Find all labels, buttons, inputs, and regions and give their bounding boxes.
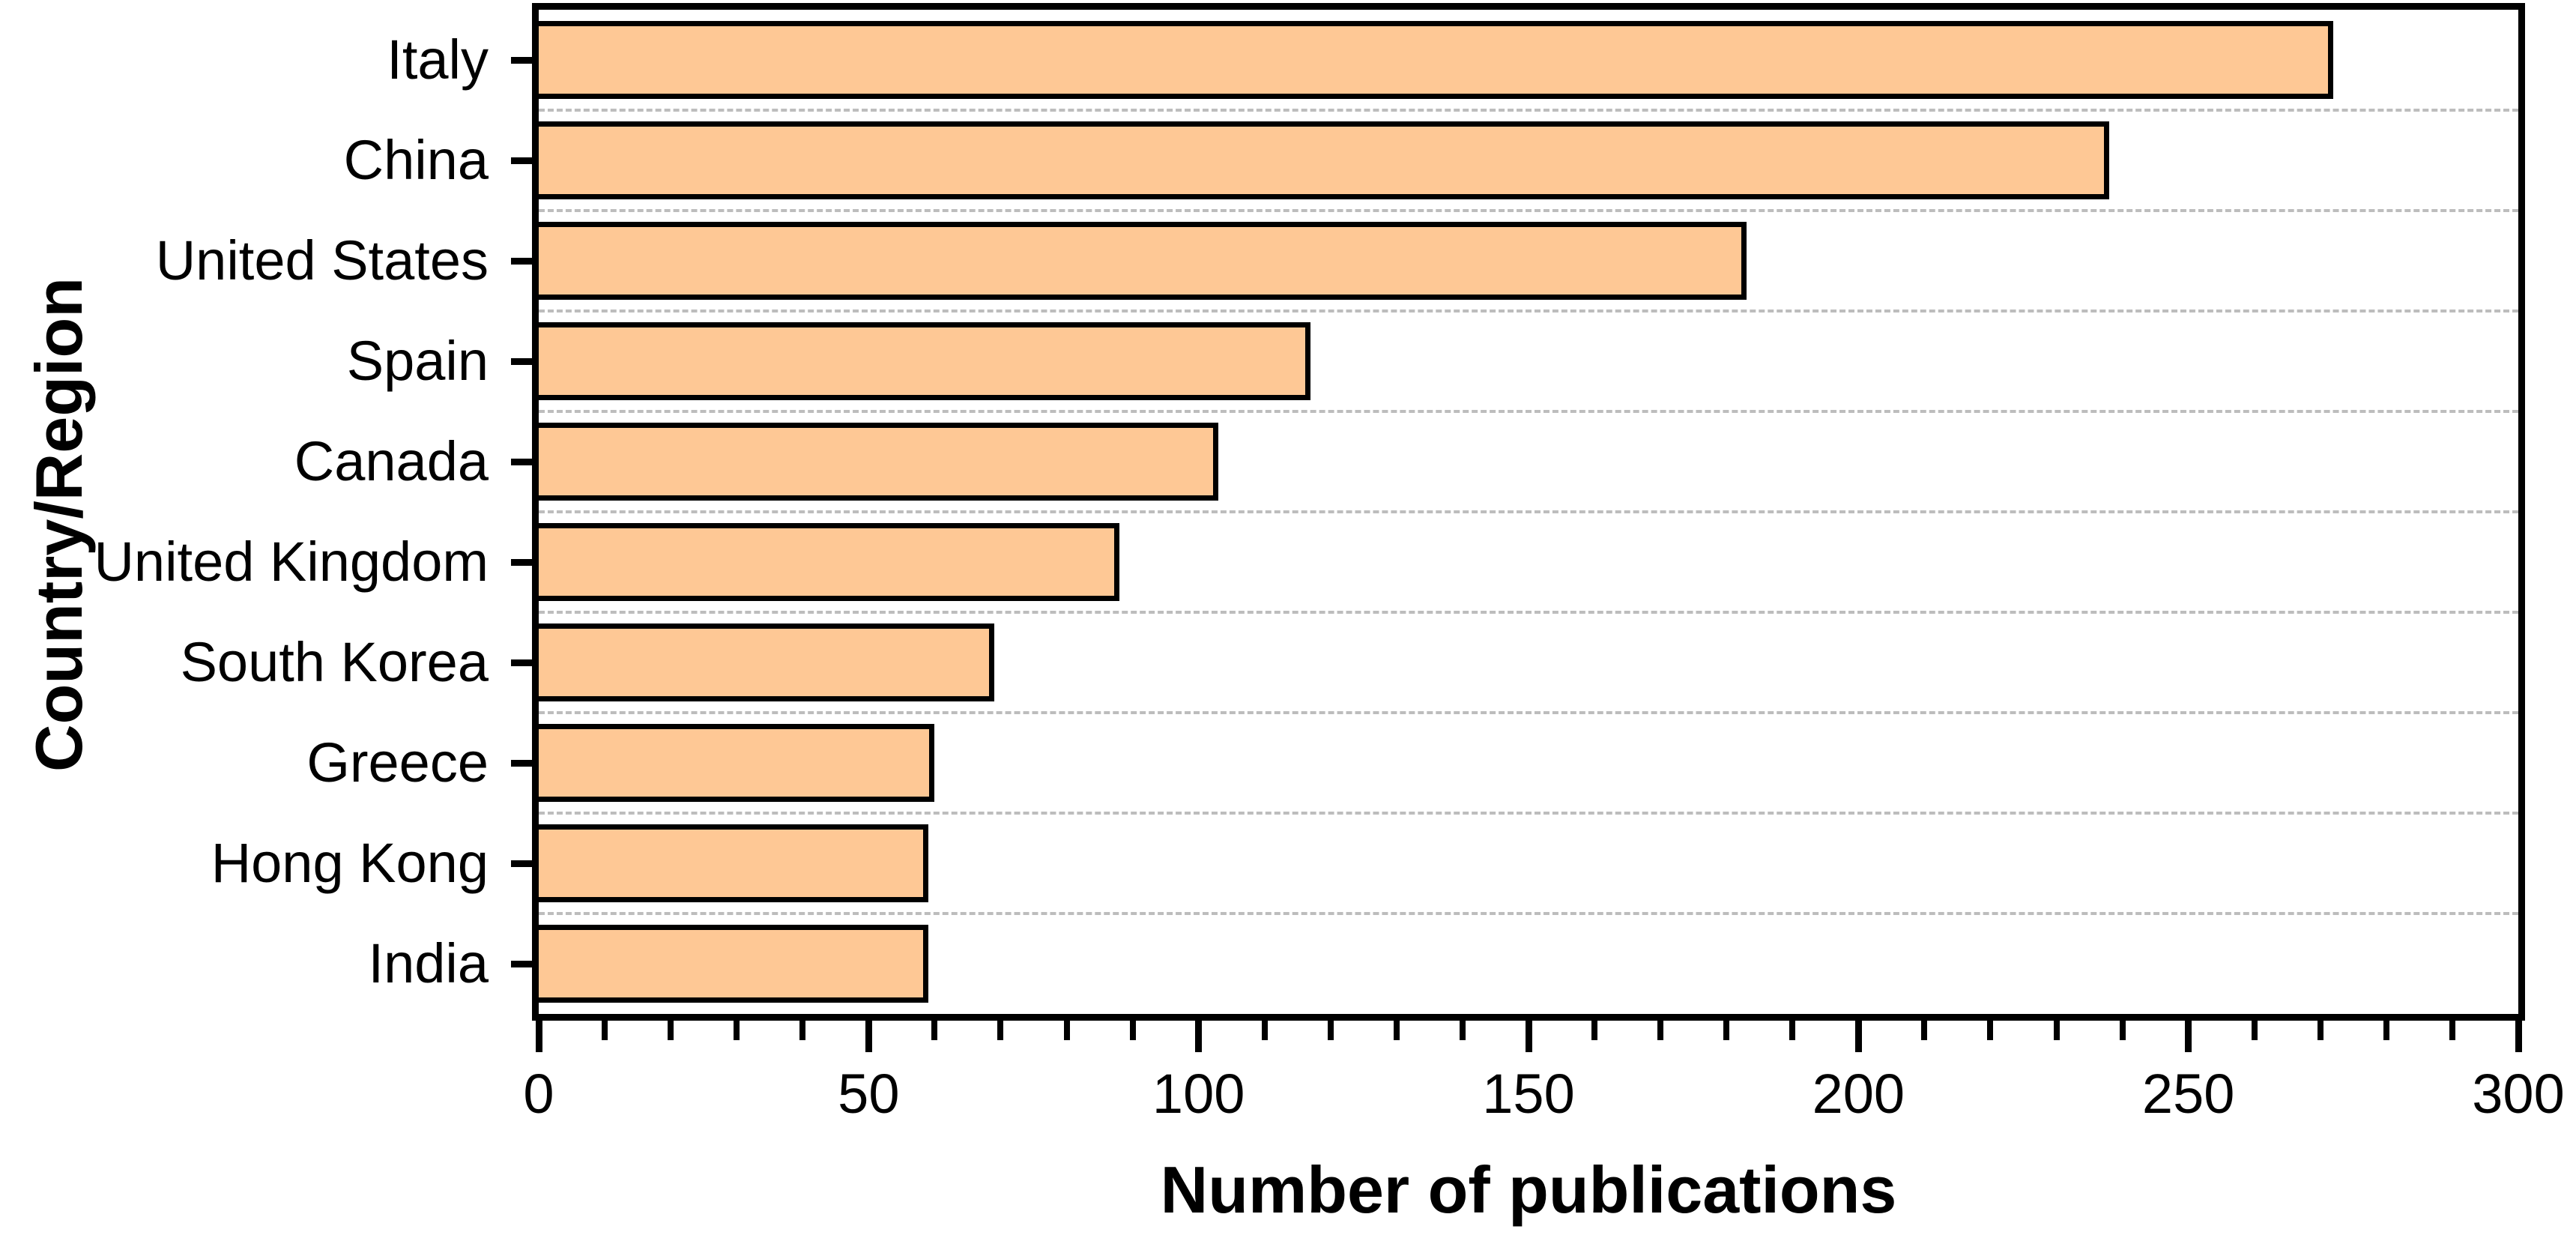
bar-united-kingdom <box>539 523 1119 601</box>
x-minor-tick <box>2449 1021 2455 1040</box>
category-label: Italy <box>387 28 489 91</box>
x-minor-tick <box>2251 1021 2258 1040</box>
y-tick <box>511 459 532 465</box>
gridline <box>539 510 2518 513</box>
x-minor-tick <box>2317 1021 2323 1040</box>
x-tick-label: 0 <box>523 1063 554 1125</box>
gridline <box>539 812 2518 815</box>
category-label: United Kingdom <box>94 531 489 593</box>
bar-row <box>511 813 2518 914</box>
bar-row <box>511 211 2518 311</box>
x-tick-label: 300 <box>2472 1063 2565 1125</box>
category-label: India <box>368 932 489 994</box>
x-axis-title: Number of publications <box>1160 1153 1897 1227</box>
x-minor-tick <box>1261 1021 1268 1040</box>
x-minor-tick <box>1591 1021 1598 1040</box>
y-tick <box>511 860 532 867</box>
gridline <box>539 310 2518 312</box>
x-minor-tick <box>668 1021 674 1040</box>
bar-italy <box>539 21 2333 99</box>
bar-row <box>511 512 2518 612</box>
x-minor-tick <box>2053 1021 2060 1040</box>
x-minor-tick <box>1987 1021 1994 1040</box>
y-tick <box>511 559 532 566</box>
x-tick-label: 100 <box>1152 1063 1245 1125</box>
x-minor-tick <box>799 1021 806 1040</box>
bar-row <box>511 411 2518 512</box>
x-major-tick <box>1525 1021 1532 1052</box>
category-label: United States <box>155 229 489 292</box>
x-minor-tick <box>997 1021 1004 1040</box>
gridline <box>539 611 2518 614</box>
bar-row <box>511 612 2518 713</box>
x-minor-tick <box>931 1021 938 1040</box>
y-tick <box>511 157 532 164</box>
gridline <box>539 209 2518 212</box>
x-minor-tick <box>2383 1021 2389 1040</box>
x-major-tick <box>2515 1021 2522 1052</box>
x-minor-tick <box>1921 1021 1928 1040</box>
x-minor-tick <box>1063 1021 1070 1040</box>
bar-india <box>539 925 928 1003</box>
y-axis-category-labels: Italy China United States Spain Canada United… <box>0 10 489 1014</box>
bar-row <box>511 110 2518 211</box>
y-tick <box>511 358 532 365</box>
x-minor-tick <box>1393 1021 1400 1040</box>
y-axis-title: Country/Region <box>22 277 96 772</box>
bar-row <box>511 311 2518 411</box>
x-tick-label: 250 <box>2141 1063 2235 1125</box>
x-minor-tick <box>1789 1021 1796 1040</box>
x-minor-tick <box>602 1021 608 1040</box>
category-label: South Korea <box>180 631 489 693</box>
bar-row <box>511 713 2518 813</box>
gridline <box>539 109 2518 112</box>
bar-united-states <box>539 222 1747 300</box>
gridline <box>539 410 2518 413</box>
x-tick-label: 150 <box>1482 1063 1575 1125</box>
category-label: Canada <box>294 430 489 492</box>
x-minor-tick <box>2119 1021 2126 1040</box>
x-minor-tick <box>1723 1021 1730 1040</box>
category-label: Hong Kong <box>211 832 489 894</box>
x-major-tick <box>535 1021 542 1052</box>
x-axis-ticks: 0 50 100 150 200 250 300 <box>523 1021 2565 1124</box>
bar-row <box>511 10 2518 110</box>
x-minor-tick <box>1327 1021 1334 1040</box>
x-minor-tick <box>1657 1021 1664 1040</box>
x-major-tick <box>1854 1021 1862 1052</box>
plot-area <box>511 3 2525 1021</box>
bar-row <box>511 914 2518 1014</box>
category-label: Greece <box>306 731 489 794</box>
gridline <box>539 912 2518 915</box>
y-tick <box>511 961 532 967</box>
y-tick <box>511 760 532 767</box>
x-minor-tick <box>1459 1021 1466 1040</box>
gridline <box>539 711 2518 714</box>
bar-hong-kong <box>539 824 928 902</box>
bar-canada <box>539 423 1218 501</box>
category-label: China <box>343 129 489 191</box>
x-tick-label: 200 <box>1812 1063 1905 1125</box>
bar-south-korea <box>539 623 994 701</box>
x-major-tick <box>865 1021 872 1052</box>
x-tick-label: 50 <box>838 1063 900 1125</box>
category-label: Spain <box>346 330 489 392</box>
x-major-tick <box>2185 1021 2192 1052</box>
y-tick <box>511 258 532 265</box>
x-major-tick <box>1195 1021 1203 1052</box>
bar-greece <box>539 724 934 802</box>
x-minor-tick <box>1129 1021 1136 1040</box>
y-tick <box>511 659 532 666</box>
bar-spain <box>539 322 1310 400</box>
x-minor-tick <box>734 1021 740 1040</box>
y-tick <box>511 57 532 64</box>
bar-china <box>539 121 2109 199</box>
